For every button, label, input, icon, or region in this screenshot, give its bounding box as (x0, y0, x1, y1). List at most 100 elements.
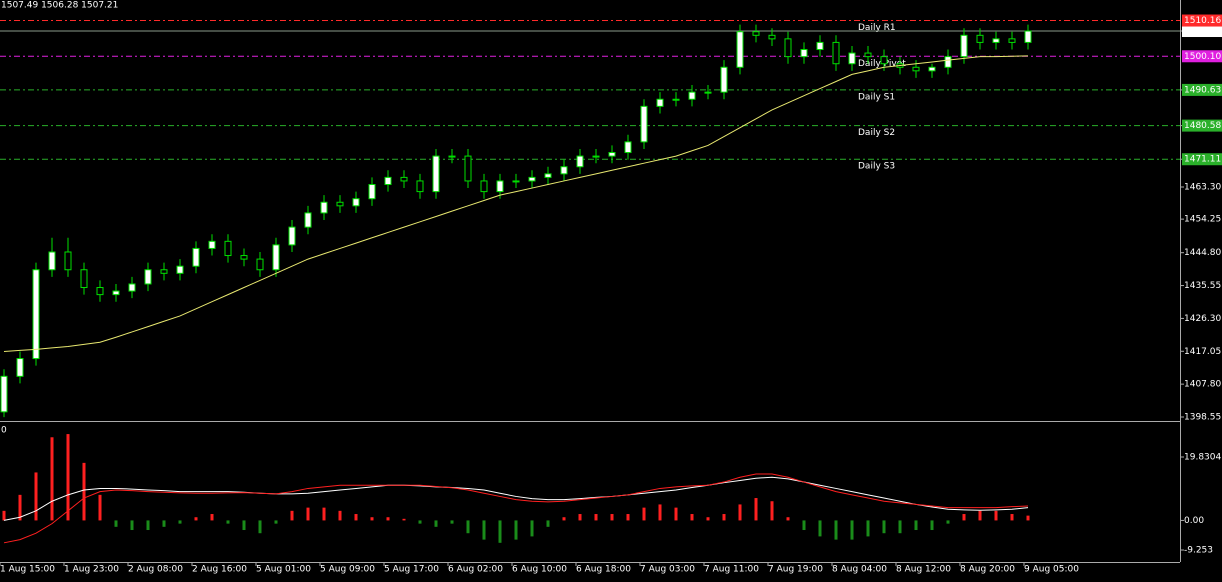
candle-body (80, 269, 88, 289)
histogram-bar (82, 462, 86, 521)
histogram-bar (994, 510, 998, 521)
x-tick-label: 5 Aug 01:00 (256, 565, 311, 575)
histogram-bar (98, 494, 102, 521)
histogram-bar (306, 507, 310, 521)
x-tick-label: 6 Aug 18:00 (576, 565, 631, 575)
candle-body (976, 34, 984, 43)
histogram-bar (1026, 515, 1030, 521)
x-tick-label: 1 Aug 15:00 (0, 565, 55, 575)
histogram-bar (466, 520, 470, 534)
level-box (1182, 83, 1222, 96)
x-tick-label: 6 Aug 02:00 (448, 565, 503, 575)
histogram-bar (802, 520, 806, 531)
candle-body (352, 198, 360, 207)
candle-body (736, 31, 744, 68)
histogram-bar (706, 517, 710, 521)
candle-body (336, 201, 344, 207)
candle-body (512, 180, 520, 183)
candle-body (848, 52, 856, 65)
histogram-bar (626, 514, 630, 521)
histogram-bar (962, 514, 966, 521)
y-tick-label: 0.00 (1184, 516, 1204, 526)
histogram-bar (722, 514, 726, 521)
candle-body (544, 173, 552, 178)
histogram-bar (578, 514, 582, 521)
histogram-bar (754, 498, 758, 521)
histogram-bar (34, 472, 38, 521)
histogram-bar (850, 520, 854, 540)
candle-body (480, 180, 488, 193)
y-tick-label: -9.253 (1184, 546, 1213, 556)
histogram-bar (690, 514, 694, 521)
histogram-bar (66, 434, 70, 521)
histogram-bar (290, 510, 294, 521)
histogram-bar (242, 520, 246, 531)
x-tick-label: 5 Aug 09:00 (320, 565, 375, 575)
candle-body (240, 255, 248, 260)
histogram-bar (402, 518, 406, 521)
candle-body (224, 240, 232, 257)
candle-body (192, 247, 200, 267)
histogram-bar (338, 510, 342, 521)
indicator-line (3, 473, 1029, 544)
y-tick-label: 1463.30 (1184, 182, 1221, 192)
histogram-bar (674, 507, 678, 521)
level-box (1182, 50, 1222, 63)
candle-body (256, 258, 264, 271)
candle-body (112, 290, 120, 296)
candle-body (784, 38, 792, 58)
candle-body (128, 283, 136, 292)
price-box (1182, 25, 1222, 38)
candle-body (64, 251, 72, 271)
histogram-bar (258, 520, 262, 534)
candle-body (320, 201, 328, 214)
histogram-bar (642, 507, 646, 521)
level-label: 1500.10 (1184, 52, 1221, 62)
histogram-bar (18, 494, 22, 521)
y-tick-label: 1407.80 (1184, 380, 1221, 390)
x-tick-label: 1 Aug 23:00 (64, 565, 119, 575)
pivot-name: Daily S1 (858, 92, 895, 102)
histogram-bar (370, 517, 374, 521)
candle-body (528, 176, 536, 182)
histogram-bar (1010, 514, 1014, 521)
candle-body (368, 184, 376, 200)
candle-body (624, 141, 632, 154)
candle-body (144, 269, 152, 285)
level-label: 1490.63 (1184, 85, 1221, 95)
x-tick-label: 2 Aug 08:00 (128, 565, 183, 575)
candle-body (400, 176, 408, 182)
histogram-bar (386, 517, 390, 521)
histogram-bar (162, 520, 166, 527)
histogram-bar (882, 520, 886, 534)
pivot-name: Daily R1 (858, 23, 896, 33)
candle-body (304, 212, 312, 228)
candle-body (32, 269, 40, 360)
candle-body (608, 152, 616, 157)
x-tick-label: 8 Aug 20:00 (960, 565, 1015, 575)
candle-body (384, 176, 392, 186)
candle-body (96, 287, 104, 296)
candle-body (16, 358, 24, 377)
x-tick-label: 7 Aug 03:00 (640, 565, 695, 575)
candle-body (992, 38, 1000, 43)
x-tick-label: 7 Aug 19:00 (768, 565, 823, 575)
histogram-bar (530, 520, 534, 537)
histogram-bar (818, 520, 822, 537)
level-label: 1480.58 (1184, 121, 1221, 131)
level-label: 1510.16 (1184, 16, 1221, 26)
indicator-line (3, 476, 1029, 521)
y-tick-label: 1435.55 (1184, 281, 1221, 291)
histogram-bar (114, 520, 118, 527)
candle-body (720, 66, 728, 93)
candle-body (1008, 38, 1016, 43)
y-tick-label: 1398.55 (1184, 412, 1221, 422)
y-tick-label: 1426.30 (1184, 314, 1221, 324)
histogram-bar (322, 507, 326, 521)
histogram-bar (978, 510, 982, 521)
candle-body (208, 240, 216, 249)
histogram-bar (786, 517, 790, 521)
moving-average (3, 55, 1029, 352)
